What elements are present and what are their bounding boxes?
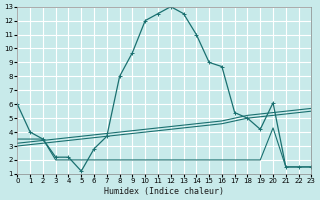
X-axis label: Humidex (Indice chaleur): Humidex (Indice chaleur)	[104, 187, 224, 196]
